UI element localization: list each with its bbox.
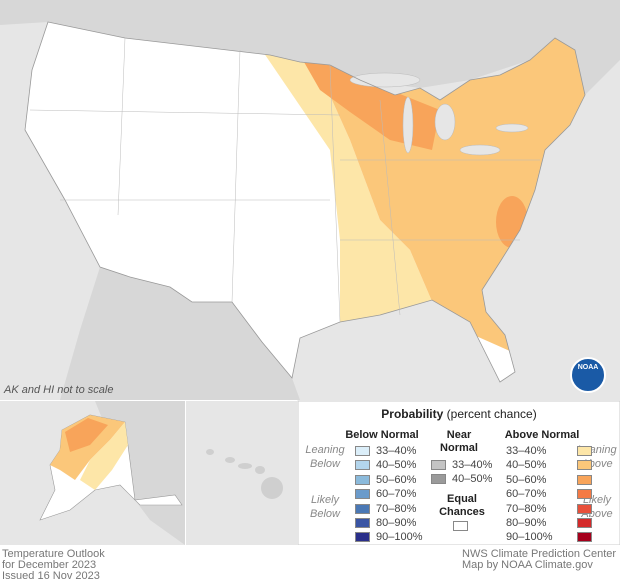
legend-swatch bbox=[431, 474, 446, 485]
footer-text: Issued 16 Nov 2023 bbox=[2, 570, 100, 582]
state-line bbox=[117, 37, 126, 216]
noaa-logo bbox=[570, 357, 606, 393]
legend-label: 90–100% bbox=[376, 531, 423, 544]
legend-swatch bbox=[577, 518, 592, 528]
mexico bbox=[60, 267, 300, 400]
below-heading: Below Normal bbox=[345, 429, 419, 441]
state-line bbox=[329, 64, 341, 323]
legend-label: 33–40% bbox=[452, 459, 493, 471]
footer-text: for December 2023 bbox=[2, 559, 97, 571]
legend-swatch bbox=[577, 474, 592, 485]
legend-label: 33–40% bbox=[506, 445, 547, 457]
legend-swatch bbox=[453, 521, 468, 531]
alaska-leaning bbox=[80, 422, 128, 490]
leaning-below: Leaning Below bbox=[305, 444, 345, 470]
legend-swatch bbox=[577, 503, 592, 514]
state-line bbox=[29, 109, 341, 116]
lake bbox=[495, 123, 529, 133]
legend-label: 80–90% bbox=[376, 517, 417, 529]
legend-label: 40–50% bbox=[452, 473, 493, 486]
likely-below: Likely Below bbox=[310, 494, 340, 520]
legend-label: 33–40% bbox=[376, 445, 417, 457]
island bbox=[261, 477, 283, 499]
legend-label: 40–50% bbox=[506, 459, 547, 472]
legend-subtitle: (percent chance) bbox=[446, 407, 537, 421]
legend-swatch bbox=[577, 446, 592, 456]
legend-swatch bbox=[577, 460, 592, 471]
legend-label: 80–90% bbox=[506, 517, 547, 529]
lake bbox=[459, 144, 501, 156]
lake bbox=[434, 103, 456, 141]
legend-label: 90–100% bbox=[506, 531, 553, 544]
island bbox=[255, 466, 265, 474]
legend-swatch bbox=[355, 532, 370, 543]
footer-right: NWS Climate Prediction Center Map by NOA… bbox=[462, 549, 616, 571]
legend-label: 60–70% bbox=[376, 488, 417, 501]
legend-label: 60–70% bbox=[506, 488, 547, 501]
legend-title: Probability (percent chance) bbox=[298, 407, 620, 421]
equal-label: Equal Chances bbox=[439, 493, 485, 518]
state-line bbox=[379, 99, 401, 316]
island bbox=[225, 457, 235, 463]
legend-swatch bbox=[577, 532, 592, 543]
map: NOAA AK and HI not to scale bbox=[0, 0, 620, 545]
legend-swatch bbox=[355, 489, 370, 500]
state-line bbox=[231, 49, 241, 303]
map-note: AK and HI not to scale bbox=[3, 384, 113, 396]
legend-title-text: Probability bbox=[381, 407, 444, 421]
island bbox=[206, 449, 214, 455]
canada bbox=[0, 0, 620, 95]
noaa-logo-text: NOAA bbox=[578, 364, 599, 371]
footer-text: Map by NOAA Climate.gov bbox=[462, 559, 593, 571]
legend-swatch bbox=[431, 460, 446, 470]
legend-swatch bbox=[355, 503, 370, 514]
footer-text: Temperature Outlook bbox=[2, 548, 105, 560]
footer-text: NWS Climate Prediction Center bbox=[462, 548, 617, 560]
legend-label: 70–80% bbox=[506, 502, 547, 515]
legend-swatch bbox=[577, 489, 592, 500]
legend-swatch bbox=[355, 474, 370, 485]
legend-label: 70–80% bbox=[376, 502, 417, 515]
footer-left: Temperature Outlook for December 2023 Is… bbox=[2, 549, 105, 582]
legend-swatch bbox=[355, 518, 370, 528]
alaska-likely bbox=[65, 418, 108, 452]
legend-swatch bbox=[355, 446, 370, 456]
lake bbox=[402, 96, 414, 154]
above-heading: Above Normal bbox=[504, 429, 580, 441]
island bbox=[238, 463, 252, 469]
leaning-above-region bbox=[255, 40, 440, 340]
us-border bbox=[24, 21, 586, 383]
legend-swatch bbox=[355, 460, 370, 471]
legend-label: 50–60% bbox=[376, 473, 417, 486]
legend-label: 50–60% bbox=[506, 473, 547, 486]
near-heading: Near Normal bbox=[440, 429, 478, 454]
hawaii-panel bbox=[186, 401, 297, 545]
legend-label: 40–50% bbox=[376, 459, 417, 472]
